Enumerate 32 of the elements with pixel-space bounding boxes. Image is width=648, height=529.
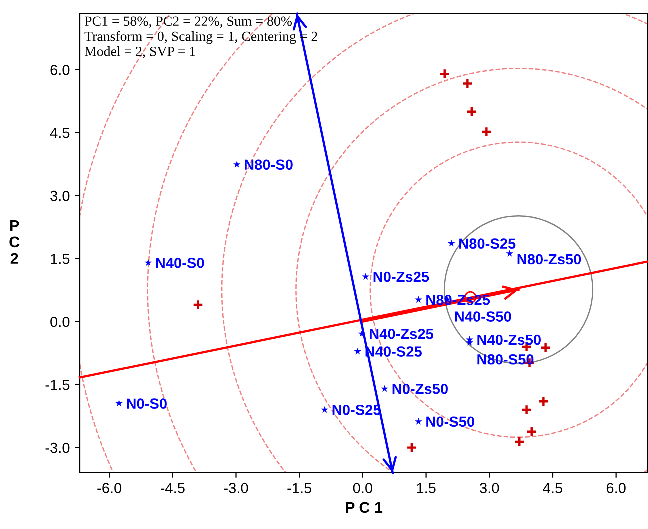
y-tick-label: 3.0	[50, 190, 70, 202]
x-tick-label: -1.5	[288, 483, 312, 494]
annotation: N0-S50	[426, 416, 474, 428]
x-tick-label: 6.0	[606, 483, 626, 494]
y-tick-label: 6.0	[50, 64, 70, 76]
annotation: N0-Zs25	[374, 272, 430, 282]
annotation: N80-S25	[460, 238, 516, 250]
annotation: N0-S0	[127, 398, 167, 410]
x-tick-label: -4.5	[160, 483, 185, 494]
annotation: PC1 = 58%, PC2 = 22%, Sum = 80%	[84, 16, 292, 28]
x-tick-label: -6.0	[98, 483, 122, 494]
y-tick-label: 1.5	[51, 254, 70, 264]
x-tick-label: 1.5	[417, 483, 436, 494]
annotation: N40-S0	[156, 258, 204, 268]
x-tick-label: 0.0	[353, 483, 373, 494]
annotation: N40-Zs50	[478, 334, 541, 346]
annotation: Model = 2, SVP = 1	[84, 46, 196, 58]
annotation: N40-Zs25	[370, 328, 434, 340]
annotation: N80-Zs50	[518, 254, 582, 265]
y-tick-label: 0.0	[50, 316, 70, 328]
y-axis-title: P C 2	[10, 220, 20, 264]
annotation: N80-S50	[478, 354, 534, 365]
y-tick-label: -1.5	[46, 380, 70, 390]
y-tick-label: 4.5	[50, 128, 70, 138]
annotation: N40-S50	[455, 312, 512, 322]
annotation: N0-Zs50	[392, 384, 448, 394]
y-tick-label: -3.0	[46, 442, 70, 454]
x-axis-title: P C 1	[346, 502, 383, 514]
x-tick-label: -3.0	[224, 483, 248, 494]
annotation: N80-S0	[245, 160, 293, 170]
x-tick-label: 3.0	[480, 483, 500, 494]
x-tick-label: 4.5	[543, 483, 563, 494]
